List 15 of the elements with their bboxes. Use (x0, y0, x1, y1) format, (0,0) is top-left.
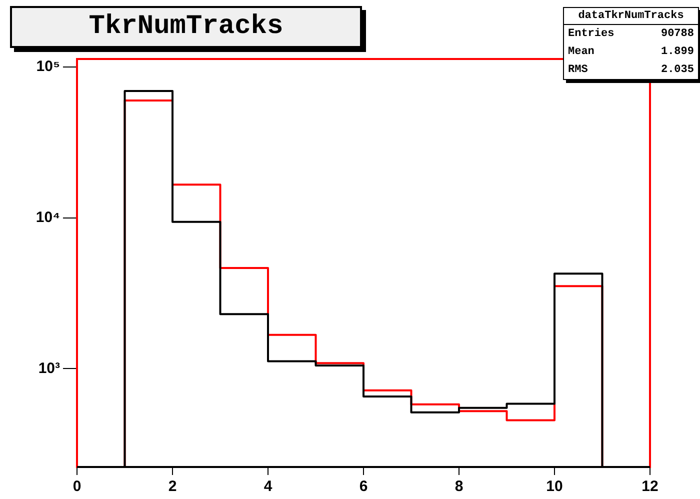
x-tick-label: 0 (72, 478, 82, 496)
x-tick-label: 4 (264, 478, 273, 496)
y-tick-label: 10⁴ (36, 208, 60, 226)
text: Mean 1.899 (568, 46, 694, 58)
x-tick-label: 6 (359, 478, 368, 496)
text: dataTkrNumTracks (564, 8, 698, 25)
x-tick-label: 10 (546, 478, 563, 496)
text: Entries 90788 (568, 28, 694, 40)
x-tick-label: 8 (454, 478, 464, 496)
x-tick-label: 2 (168, 478, 177, 496)
chart-title: TkrNumTracks (10, 6, 362, 48)
x-tick-label: 12 (642, 478, 658, 496)
text: RMS 2.035 (568, 64, 694, 76)
y-tick-label: 10⁵ (36, 58, 60, 76)
y-tick-label: 10³ (38, 360, 60, 377)
